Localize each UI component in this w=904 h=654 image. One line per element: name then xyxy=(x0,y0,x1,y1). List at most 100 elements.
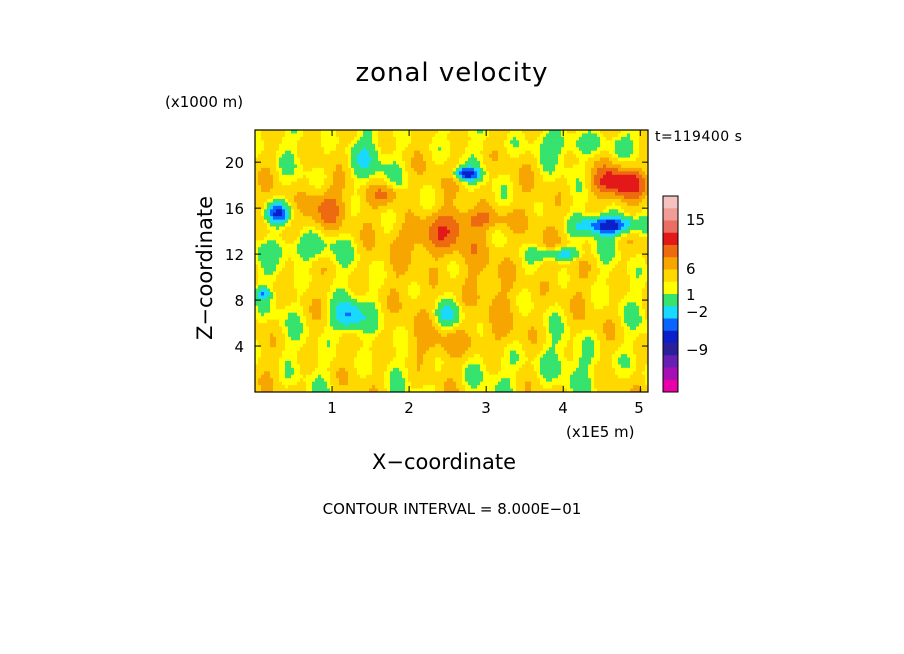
heatmap-cell xyxy=(597,240,601,245)
heatmap-cell xyxy=(639,212,643,217)
heatmap-cell xyxy=(630,150,634,155)
heatmap-cell xyxy=(618,185,622,190)
heatmap-cell xyxy=(336,150,340,155)
heatmap-cell xyxy=(432,212,436,217)
heatmap-cell xyxy=(636,247,640,252)
heatmap-cell xyxy=(348,178,352,183)
heatmap-cell xyxy=(324,192,328,196)
heatmap-cell xyxy=(264,157,268,162)
heatmap-cell xyxy=(528,236,532,241)
heatmap-cell xyxy=(564,223,568,228)
heatmap-cell xyxy=(543,154,547,159)
heatmap-cell xyxy=(279,209,283,214)
heatmap-cell xyxy=(348,216,352,221)
heatmap-cell xyxy=(318,157,322,162)
heatmap-cell xyxy=(387,209,391,214)
heatmap-cell xyxy=(285,140,289,145)
heatmap-cell xyxy=(369,143,373,148)
heatmap-cell xyxy=(525,233,529,238)
heatmap-cell xyxy=(255,209,259,214)
heatmap-cell xyxy=(435,247,439,252)
heatmap-cell xyxy=(465,181,469,186)
heatmap-cell xyxy=(303,247,307,252)
heatmap-cell xyxy=(501,229,505,234)
heatmap-cell xyxy=(471,205,475,210)
heatmap-cell xyxy=(534,202,538,207)
heatmap-cell xyxy=(486,233,490,238)
heatmap-cell xyxy=(540,147,544,152)
heatmap-cell xyxy=(498,240,502,245)
heatmap-cell xyxy=(312,150,316,155)
heatmap-cell xyxy=(564,130,568,134)
heatmap-cell xyxy=(462,223,466,228)
heatmap-cell xyxy=(612,171,616,176)
heatmap-cell xyxy=(603,209,607,214)
heatmap-cell xyxy=(309,240,313,245)
heatmap-cell xyxy=(423,133,427,138)
heatmap-cell xyxy=(363,254,367,259)
heatmap-cell xyxy=(402,243,406,248)
heatmap-cell xyxy=(567,130,571,134)
heatmap-cell xyxy=(408,209,412,214)
heatmap-cell xyxy=(330,257,334,262)
heatmap-cell xyxy=(645,229,648,234)
heatmap-cell xyxy=(510,236,514,241)
heatmap-cell xyxy=(588,140,592,145)
heatmap-cell xyxy=(279,198,283,203)
heatmap-cell xyxy=(531,226,535,231)
heatmap-cell xyxy=(594,140,598,145)
heatmap-cell xyxy=(306,240,310,245)
heatmap-cell xyxy=(417,192,421,196)
heatmap-cell xyxy=(387,150,391,155)
heatmap-cell xyxy=(444,198,448,203)
heatmap-cell xyxy=(312,130,316,134)
heatmap-cell xyxy=(447,205,451,210)
heatmap-cell xyxy=(633,174,637,179)
heatmap-cell xyxy=(468,178,472,183)
heatmap-cell xyxy=(309,247,313,252)
heatmap-cell xyxy=(399,198,403,203)
heatmap-cell xyxy=(369,233,373,238)
heatmap-cell xyxy=(582,250,586,255)
heatmap-cell xyxy=(411,212,415,217)
heatmap-cell xyxy=(294,185,298,190)
heatmap-cell xyxy=(627,154,631,159)
heatmap-cell xyxy=(372,257,376,262)
heatmap-cell xyxy=(285,243,289,248)
heatmap-cell xyxy=(618,136,622,141)
heatmap-cell xyxy=(423,229,427,234)
heatmap-cell xyxy=(600,185,604,190)
heatmap-cell xyxy=(447,202,451,207)
heatmap-cell xyxy=(585,205,589,210)
heatmap-cell xyxy=(393,140,397,145)
heatmap-cell xyxy=(582,223,586,228)
heatmap-cell xyxy=(612,195,616,200)
heatmap-cell xyxy=(321,219,325,224)
heatmap-cell xyxy=(414,161,418,165)
heatmap-cell xyxy=(513,226,517,231)
heatmap-cell xyxy=(432,157,436,162)
heatmap-cell xyxy=(375,164,379,169)
heatmap-cell xyxy=(543,254,547,259)
heatmap-cell xyxy=(600,247,604,252)
heatmap-cell xyxy=(441,195,445,200)
heatmap-cell xyxy=(579,198,583,203)
heatmap-cell xyxy=(597,147,601,152)
heatmap-cell xyxy=(324,195,328,200)
heatmap-cell xyxy=(564,136,568,141)
heatmap-cell xyxy=(339,198,343,203)
heatmap-cell xyxy=(525,150,529,155)
heatmap-cell xyxy=(282,147,286,152)
heatmap-cell xyxy=(516,233,520,238)
heatmap-cell xyxy=(564,188,568,193)
heatmap-cell xyxy=(285,178,289,183)
heatmap-cell xyxy=(576,174,580,179)
heatmap-cell xyxy=(453,236,457,241)
heatmap-cell xyxy=(492,164,496,169)
heatmap-cell xyxy=(297,250,301,255)
heatmap-cell xyxy=(510,161,514,165)
heatmap-cell xyxy=(405,154,409,159)
heatmap-cell xyxy=(570,209,574,214)
heatmap-cell xyxy=(573,147,577,152)
heatmap-cell xyxy=(261,205,265,210)
